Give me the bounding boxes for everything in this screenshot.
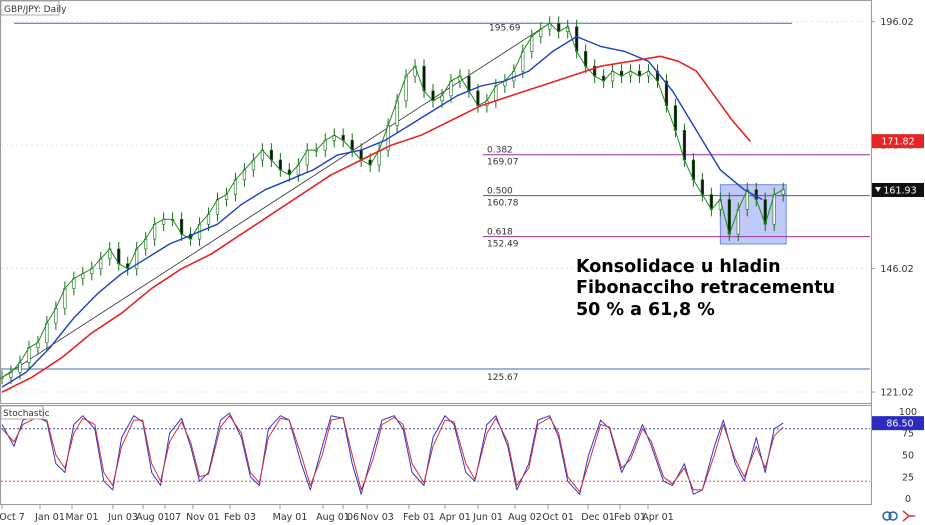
annotation-line-3: 50 % a 61,8 % — [576, 300, 715, 320]
fib-price-label-1: 160.78 — [487, 199, 519, 209]
fib-price-label-2: 152.49 — [487, 240, 519, 250]
time-tick-label-0: Oct 7 — [0, 512, 25, 523]
time-tick-label-12: Feb 01 — [403, 512, 435, 523]
stochastic-series-group — [1, 412, 784, 495]
current-price-arrow — [875, 187, 881, 192]
swing-high-label: 195.69 — [489, 23, 521, 33]
swing-low-label: 125.67 — [487, 373, 519, 383]
stochastic-pane-frame — [0, 405, 872, 505]
price-tick-label-3: 121.02 — [880, 388, 913, 399]
ma-slow-badge — [872, 134, 924, 149]
fib-ratio-label-1: 0.500 — [487, 187, 513, 197]
time-tick-label-11: Nov 03 — [360, 512, 394, 523]
time-tick-label-3: Jun 03 — [107, 512, 138, 523]
time-tick-label-10: 06 — [347, 512, 359, 523]
stochastic-tick-label-2: 50 — [902, 451, 914, 462]
ma-slow-badge-label: 171.82 — [881, 137, 914, 148]
horizontal-levels: 195.69 125.67 0.382 169.07 0.500 160.78 0.618 1… — [1, 22, 870, 383]
time-tick-label-7: Feb 03 — [224, 512, 256, 523]
price-tick-label-0: 196.02 — [880, 17, 913, 28]
annotation-line-1: Konsolidace u hladin — [576, 257, 781, 277]
price-series-group — [0, 16, 785, 393]
fib-ratio-label-0: 0.382 — [487, 146, 513, 156]
stochastic-tick-label-3: 25 — [902, 472, 914, 483]
moving-average-slow — [1, 55, 751, 393]
time-tick-label-6: Nov 01 — [186, 512, 220, 523]
stochastic-title-bg — [0, 405, 44, 420]
time-tick-label-14: Jun 01 — [472, 512, 503, 523]
price-title: GBP/JPY: Daily — [4, 5, 67, 15]
stochastic-title: Stochastic — [3, 409, 50, 419]
price-body-0 — [0, 377, 4, 379]
stochastic-tick-label-1: 75 — [902, 429, 914, 440]
time-tick-label-8: May 01 — [273, 512, 308, 523]
time-tick-label-4: Aug 01 — [136, 512, 170, 523]
arrow-right-icon[interactable] — [902, 510, 915, 522]
stochastic-k-line — [1, 412, 784, 495]
time-tick-label-19: Apr 01 — [642, 512, 674, 523]
time-tick-label-13: Apr 01 — [439, 512, 471, 523]
annotation-line-2: Fibonacciho retracementu — [576, 278, 835, 298]
stochastic-axis: 100 75 50 25 0 86.50 — [872, 407, 924, 505]
time-tick-label-9: Aug 01 — [316, 512, 350, 523]
price-body-87 — [781, 189, 785, 195]
trendline — [1, 22, 550, 378]
price-grid — [1, 21, 871, 393]
time-tick-label-1: Jan 01 — [34, 512, 65, 523]
moving-average-fast — [1, 35, 763, 388]
price-title-bg — [0, 0, 60, 16]
stochastic-current-badge — [872, 416, 924, 431]
time-tick-label-17: Dec 01 — [581, 512, 615, 523]
current-price-badge-label: 161.93 — [883, 186, 916, 197]
time-tick-label-18: Feb 01 — [614, 512, 646, 523]
current-price-badge — [872, 183, 924, 197]
time-tick-label-15: Aug 02 — [508, 512, 542, 523]
stochastic-tick-label-4: 0 — [905, 494, 911, 505]
stochastic-tick-label-0: 100 — [899, 407, 917, 418]
link-icon[interactable] — [882, 511, 898, 521]
price-line — [1, 22, 784, 378]
fib-ratio-label-2: 0.618 — [487, 228, 513, 238]
time-tick-label-16: Oct 01 — [542, 512, 574, 523]
price-tick-label-2: 146.02 — [880, 264, 913, 275]
stochastic-d-line — [1, 415, 784, 493]
fib-price-label-0: 169.07 — [487, 158, 519, 168]
time-tick-label-2: Mar 01 — [65, 512, 98, 523]
time-tick-label-5: 07 — [169, 512, 181, 523]
stochastic-current-label: 86.50 — [886, 419, 913, 430]
